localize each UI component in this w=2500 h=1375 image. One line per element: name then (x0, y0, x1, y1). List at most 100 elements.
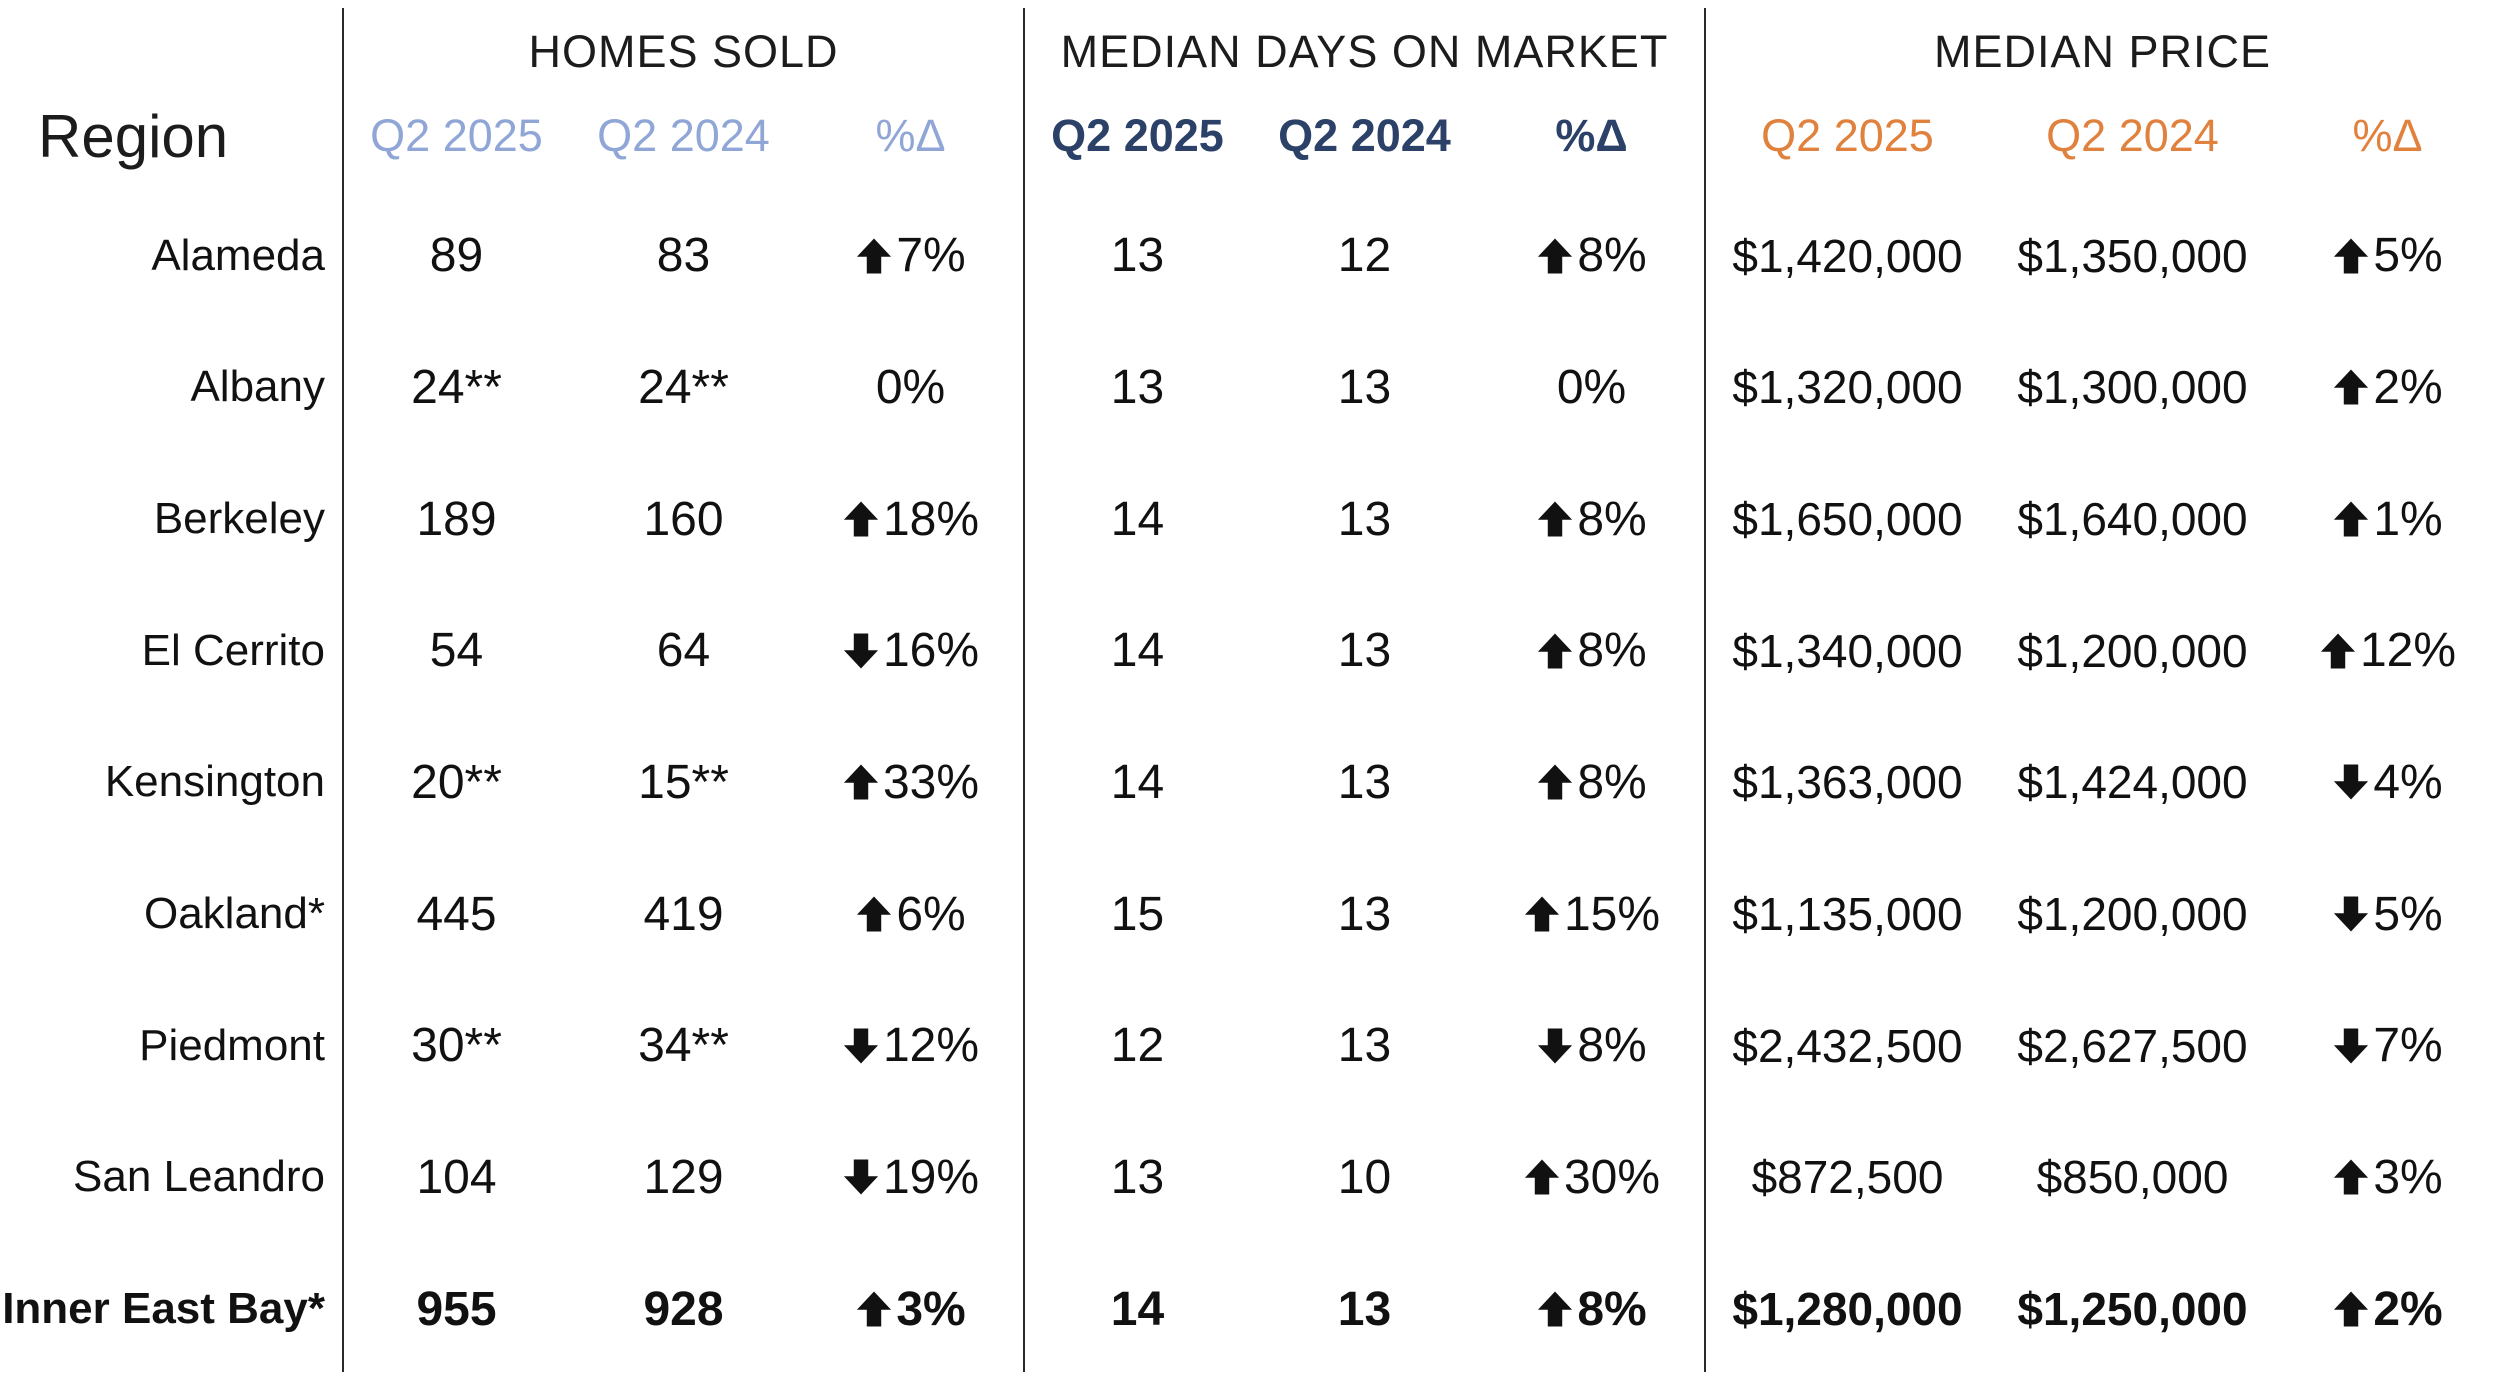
homes-sold-q2-2025-cell: 20** (411, 755, 502, 809)
median-price-pct-change-cell: 12% (2275, 585, 2500, 717)
up-arrow-icon (1538, 1291, 1573, 1327)
up-arrow-icon (857, 238, 892, 274)
homes-sold-pct-change-cell: 7% (797, 190, 1024, 322)
region-column-header: Region (38, 102, 229, 170)
up-arrow-icon (843, 501, 879, 537)
median-price-q2-2025-cell: $1,420,000 (1732, 229, 1963, 282)
pct-change-value: 4% (2373, 755, 2443, 809)
pct-change-value: 2% (2373, 360, 2443, 414)
days-on-market-pct-change-cell: 8% (1478, 190, 1705, 322)
median-price-pct-change-cell: 5% (2275, 848, 2500, 980)
homes-sold-pct-change-cell: 18% (797, 453, 1024, 585)
days-on-market-q2-2024-cell: 13 (1337, 1019, 1392, 1073)
column-divider (1704, 8, 1706, 1372)
homes-sold-pct-change-cell: 19% (797, 1112, 1024, 1244)
median-price-pct-change-header: %Δ (2352, 110, 2423, 161)
days-on-market-q2-2025-cell: 13 (1110, 229, 1165, 283)
homes-sold-q2-2025-cell: 54 (429, 624, 484, 678)
days-on-market-q2-2024-cell: 13 (1337, 360, 1392, 414)
homes-sold-q2-2024-cell: 24** (638, 360, 729, 414)
days-on-market-pct-change-cell: 8% (1478, 453, 1705, 585)
up-arrow-icon (2334, 238, 2369, 274)
up-arrow-icon (1524, 896, 1560, 932)
homes-sold-q2-2025-cell: 955 (416, 1282, 497, 1336)
corner-spacer (0, 0, 343, 82)
homes-sold-q2-2024-cell: 34** (638, 1019, 729, 1073)
days-on-market-q2-2024-header: Q2 2024 (1278, 110, 1451, 161)
median-price-q2-2025-cell: $1,280,000 (1732, 1283, 1963, 1336)
homes-sold-q2-2025-cell: 104 (416, 1150, 497, 1204)
days-on-market-q2-2025-header: Q2 2025 (1051, 110, 1224, 161)
column-divider (1023, 8, 1025, 1372)
up-arrow-icon (857, 1291, 892, 1327)
median-price-pct-change-cell: 2% (2275, 1243, 2500, 1375)
down-arrow-icon (2334, 896, 2369, 932)
homes-sold-pct-change-cell: 12% (797, 980, 1024, 1112)
days-on-market-pct-change-header: %Δ (1555, 110, 1628, 161)
down-arrow-icon (2334, 765, 2369, 800)
pct-change-value: 18% (882, 492, 980, 546)
median-price-q2-2025-header: Q2 2025 (1761, 110, 1934, 161)
up-arrow-icon (1538, 238, 1573, 274)
median-price-q2-2024-cell: $2,627,500 (2017, 1019, 2248, 1072)
pct-change-value: 12% (882, 1019, 980, 1073)
pct-change-value: 0% (875, 360, 946, 414)
median-price-q2-2025-cell: $872,500 (1751, 1151, 1944, 1204)
region-cell: El Cerrito (141, 625, 325, 675)
days-on-market-q2-2024-cell: 13 (1337, 624, 1392, 678)
up-arrow-icon (2334, 370, 2369, 405)
median-price-q2-2025-cell: $1,650,000 (1732, 493, 1963, 546)
region-cell: Berkeley (153, 494, 325, 544)
homes-sold-q2-2025-cell: 30** (411, 1019, 502, 1073)
days-on-market-q2-2025-cell: 13 (1110, 360, 1165, 414)
homes-sold-pct-change-cell: 0% (797, 322, 1024, 454)
pct-change-value: 8% (1577, 1282, 1647, 1336)
region-cell: Oakland* (143, 889, 325, 939)
median-price-q2-2024-header: Q2 2024 (2046, 110, 2219, 161)
days-on-market-q2-2025-cell: 14 (1110, 1282, 1165, 1336)
median-price-q2-2025-cell: $1,363,000 (1732, 756, 1963, 809)
days-on-market-pct-change-cell: 8% (1478, 980, 1705, 1112)
up-arrow-icon (1524, 1160, 1560, 1195)
pct-change-value: 8% (1577, 624, 1647, 678)
pct-change-value: 5% (2373, 229, 2443, 283)
pct-change-value: 5% (2373, 887, 2443, 941)
days-on-market-pct-change-cell: 8% (1478, 1243, 1705, 1375)
region-cell: San Leandro (73, 1152, 325, 1202)
days-on-market-pct-change-cell: 8% (1478, 585, 1705, 717)
homes-sold-q2-2024-cell: 64 (656, 624, 711, 678)
section-title-homes-sold: HOMES SOLD (528, 26, 839, 77)
up-arrow-icon (2334, 1160, 2369, 1195)
section-title-median-price: MEDIAN PRICE (1933, 26, 2272, 77)
homes-sold-q2-2025-header: Q2 2025 (370, 110, 543, 161)
days-on-market-q2-2024-cell: 13 (1337, 887, 1392, 941)
pct-change-value: 7% (896, 229, 966, 283)
days-on-market-q2-2024-cell: 10 (1337, 1150, 1392, 1204)
days-on-market-q2-2025-cell: 12 (1110, 1019, 1165, 1073)
homes-sold-q2-2025-cell: 189 (416, 492, 497, 546)
median-price-pct-change-cell: 1% (2275, 453, 2500, 585)
down-arrow-icon (843, 1028, 879, 1064)
pct-change-value: 6% (896, 887, 966, 941)
region-cell: Albany (190, 362, 325, 412)
days-on-market-q2-2025-cell: 14 (1110, 755, 1165, 809)
homes-sold-q2-2024-cell: 83 (656, 229, 711, 283)
days-on-market-q2-2024-cell: 13 (1337, 755, 1392, 809)
pct-change-value: 3% (896, 1282, 966, 1336)
pct-change-value: 8% (1577, 229, 1647, 283)
column-divider (342, 8, 344, 1372)
region-cell: Alameda (151, 230, 325, 280)
days-on-market-pct-change-cell: 15% (1478, 848, 1705, 980)
median-price-q2-2024-cell: $1,640,000 (2017, 493, 2248, 546)
up-arrow-icon (2334, 1291, 2369, 1327)
pct-change-value: 19% (882, 1150, 980, 1204)
median-price-q2-2025-cell: $2,432,500 (1732, 1019, 1963, 1072)
down-arrow-icon (2334, 1028, 2369, 1064)
pct-change-value: 8% (1577, 1019, 1647, 1073)
pct-change-value: 16% (882, 624, 980, 678)
down-arrow-icon (843, 1160, 879, 1195)
region-cell: Inner East Bay* (2, 1284, 325, 1334)
pct-change-value: 3% (2373, 1150, 2443, 1204)
